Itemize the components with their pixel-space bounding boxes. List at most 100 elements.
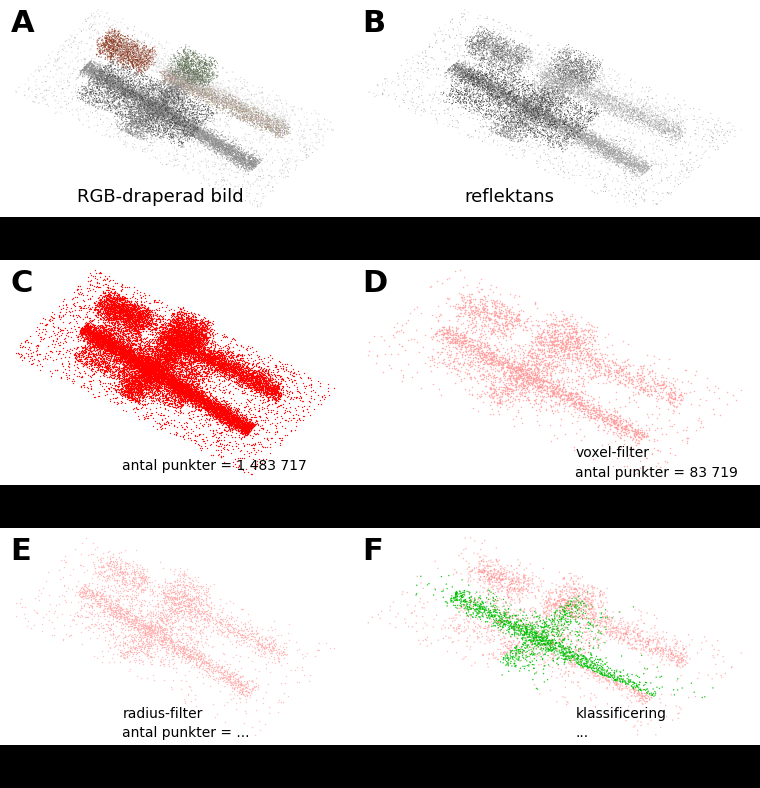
Point (95, 335, 107, 348)
Point (97, 67, 109, 80)
Point (186, 362, 198, 375)
Point (108, 325, 120, 338)
Point (135, 351, 147, 364)
Point (590, 152, 602, 165)
Point (173, 380, 185, 392)
Point (534, 113, 546, 125)
Point (86, 39, 98, 52)
Point (478, 571, 490, 583)
Point (233, 655, 245, 667)
Point (173, 343, 185, 355)
Point (197, 579, 209, 592)
Point (93, 629, 105, 641)
Point (107, 589, 119, 602)
Point (134, 113, 146, 125)
Point (185, 84, 198, 97)
Point (212, 133, 224, 146)
Point (161, 103, 173, 116)
Point (182, 336, 194, 348)
Point (300, 151, 312, 164)
Point (478, 549, 490, 562)
Point (451, 56, 463, 69)
Point (201, 132, 213, 145)
Point (261, 154, 274, 167)
Point (106, 68, 119, 80)
Point (128, 353, 140, 366)
Point (504, 125, 516, 137)
Point (83, 341, 95, 354)
Point (579, 647, 591, 660)
Point (609, 373, 621, 385)
Point (537, 625, 549, 637)
Point (75, 323, 87, 336)
Point (117, 344, 129, 357)
Point (119, 556, 131, 569)
Point (256, 365, 268, 377)
Point (495, 24, 507, 36)
Point (608, 359, 620, 371)
Point (125, 50, 138, 63)
Point (242, 100, 254, 113)
Point (626, 112, 638, 125)
Point (190, 58, 202, 70)
Point (99, 65, 111, 77)
Point (132, 337, 144, 350)
Point (461, 608, 473, 620)
Point (163, 340, 175, 352)
Point (589, 62, 601, 75)
Point (632, 95, 644, 107)
Point (499, 83, 511, 95)
Point (520, 369, 532, 381)
Point (504, 64, 516, 76)
Point (493, 37, 505, 50)
Point (236, 146, 249, 158)
Point (506, 46, 518, 59)
Point (203, 125, 215, 138)
Point (150, 366, 162, 379)
Point (563, 128, 575, 140)
Point (70, 72, 82, 84)
Point (586, 123, 598, 136)
Point (157, 365, 169, 377)
Point (299, 380, 312, 392)
Point (238, 151, 250, 164)
Point (156, 325, 168, 337)
Point (501, 651, 513, 663)
Point (214, 414, 226, 427)
Point (492, 93, 504, 106)
Point (188, 339, 200, 351)
Point (629, 198, 641, 210)
Point (613, 683, 625, 696)
Point (172, 113, 184, 125)
Point (196, 122, 208, 135)
Point (120, 90, 132, 102)
Point (79, 326, 91, 339)
Point (184, 112, 196, 125)
Point (469, 43, 481, 55)
Point (457, 50, 469, 62)
Point (268, 382, 280, 395)
Point (125, 351, 137, 364)
Point (182, 357, 194, 370)
Point (110, 70, 122, 83)
Point (173, 58, 185, 71)
Point (173, 58, 185, 71)
Point (578, 70, 590, 83)
Point (644, 388, 657, 401)
Point (109, 606, 121, 619)
Point (115, 86, 127, 98)
Point (124, 383, 136, 396)
Point (106, 345, 119, 358)
Point (203, 77, 215, 90)
Point (135, 124, 147, 136)
Point (173, 107, 185, 120)
Point (559, 116, 572, 128)
Point (187, 388, 199, 400)
Point (203, 136, 215, 148)
Point (110, 47, 122, 60)
Point (109, 561, 121, 574)
Point (96, 334, 108, 347)
Point (646, 110, 658, 123)
Point (193, 396, 205, 408)
Point (572, 597, 584, 609)
